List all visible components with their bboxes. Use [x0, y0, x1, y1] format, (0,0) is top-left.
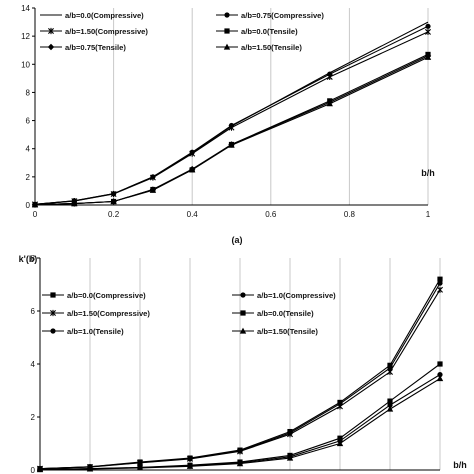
- chart-0-series-2-point-6: [326, 73, 333, 81]
- chart-0-y-tick-label-6: 12: [21, 32, 30, 41]
- chart-1-legend-marker-0: [50, 292, 56, 298]
- chart-0-legend-entry-5: a/b=1.50(Tensile): [241, 43, 302, 52]
- chart-0-y-tick-label-7: 14: [21, 4, 30, 13]
- chart-1-y-tick-label-0: 0: [31, 466, 36, 474]
- chart-0-legend-marker-3: [224, 28, 230, 34]
- chart-0-series-5-point-1: [71, 200, 78, 207]
- chart-0-series-2-line: [34, 31, 429, 205]
- chart-1-series-4-point-7: [387, 402, 393, 408]
- chart-1-y-axis-label: k'(b): [19, 254, 38, 264]
- chart-0-legend-marker-5: [223, 43, 231, 50]
- chart-0-x-tick-label-5: 1: [426, 210, 431, 219]
- chart-1-legend-marker-3: [240, 310, 246, 316]
- chart-0-series-2-point-2: [110, 190, 117, 198]
- chart-0-x-tick-label-2: 0.4: [187, 210, 199, 219]
- chart-0-y-tick-label-3: 6: [26, 117, 31, 126]
- chart-0-series-5-line: [34, 56, 429, 206]
- chart-1-series-5-point-1: [86, 465, 94, 472]
- chart-1-legend-marker-1: [240, 292, 246, 298]
- chart-1-series-5-point-5: [286, 454, 294, 461]
- chart-1-legend-entry-0: a/b=0.0(Compressive): [67, 291, 146, 300]
- chart-a: 0 2 4 6 8 10 12 14 0 0.2 0.4 0.6 0.8 1 b/h a/b=0.0(Comp…: [21, 4, 435, 219]
- chart-1-legend-marker-5: [239, 327, 247, 334]
- chart-1-series-5-point-6: [336, 440, 344, 447]
- chart-1-series-3-point-6: [337, 435, 343, 441]
- chart-0-y-tick-label-5: 10: [21, 60, 30, 69]
- chart-0-series-2-point-7: [425, 28, 431, 36]
- chart-0-x-tick-label-4: 0.8: [344, 210, 356, 219]
- chart-0-legend-entry-0: a/b=0.0(Compressive): [65, 11, 144, 20]
- chart-0-x-axis-label: b/h: [421, 168, 435, 178]
- chart-0-series-5-point-6: [326, 100, 333, 107]
- chart-0-x-tick-label-3: 0.6: [265, 210, 277, 219]
- chart-0-series-5-point-2: [110, 198, 117, 205]
- chart-1-legend-marker-4: [50, 328, 56, 334]
- chart-1-legend-entry-4: a/b=1.0(Tensile): [67, 327, 124, 336]
- chart-0-legend-entry-2: a/b=1.50(Compressive): [65, 27, 148, 36]
- chart-1-series-4-point-8: [437, 372, 443, 378]
- chart-1-series-0-point-8: [437, 276, 443, 282]
- chart-0-legend-marker-2: [48, 27, 54, 35]
- chart-1-legend-entry-5: a/b=1.50(Tensile): [257, 327, 318, 336]
- chart-0-legend-entry-3: a/b=0.0(Tensile): [241, 27, 298, 36]
- chart-0-series-5-point-4: [189, 166, 196, 173]
- chart-0-x-tick-label-0: 0: [33, 210, 38, 219]
- chart-0-legend-marker-4: [47, 43, 55, 51]
- chart-0-series-5-point-5: [228, 141, 235, 148]
- chart-1-series-2-point-7: [387, 368, 393, 376]
- chart-1-series-5-point-0: [36, 466, 44, 473]
- chart-1-series-5-point-7: [386, 405, 394, 412]
- chart-0-y-tick-label-0: 0: [26, 201, 31, 210]
- chart-1-series-3-point-8: [437, 361, 443, 367]
- chart-1-y-tick-label-4: 8: [31, 254, 36, 263]
- chart-0-series-5-point-0: [31, 201, 39, 208]
- chart-1-y-tick-label-2: 4: [31, 360, 36, 369]
- chart-1-series-1-point-8: [437, 280, 443, 286]
- chart-1-series-5-point-8: [436, 375, 444, 382]
- chart-1-series-3-point-7: [387, 398, 393, 404]
- chart-0-series-1-point-7: [425, 23, 431, 29]
- chart-1-legend-entry-2: a/b=1.50(Compressive): [67, 309, 150, 318]
- chart-1-legend-entry-1: a/b=1.0(Compressive): [257, 291, 336, 300]
- chart-0-x-tick-label-1: 0.2: [108, 210, 120, 219]
- chart-0-series-2-point-5: [228, 124, 235, 131]
- chart-1-x-axis-label: b/h: [453, 460, 467, 470]
- chart-0-series-2-point-3: [149, 174, 156, 181]
- chart-0-series-5-point-7: [424, 53, 432, 60]
- chart-0-series-2-point-4: [189, 150, 196, 157]
- chart-0-series-5-point-3: [149, 186, 157, 193]
- chart-a-caption: (a): [232, 235, 243, 245]
- chart-1-series-2-point-3: [187, 455, 193, 462]
- chart-0-legend-entry-1: a/b=0.75(Compressive): [241, 11, 324, 20]
- chart-1-series-2-point-5: [287, 431, 293, 438]
- chart-1-legend-marker-2: [50, 309, 56, 317]
- chart-1-series-2-point-4: [237, 448, 243, 455]
- chart-0-y-tick-label-4: 8: [26, 88, 31, 97]
- chart-0-y-tick-label-2: 4: [26, 145, 31, 154]
- chart-1-series-2-point-8: [437, 286, 443, 293]
- chart-1-legend-entry-3: a/b=0.0(Tensile): [257, 309, 314, 318]
- chart-1-series-5-point-2: [136, 464, 144, 471]
- chart-1-series-2-point-6: [337, 403, 343, 410]
- chart-1-y-tick-label-3: 6: [31, 307, 36, 316]
- chart-1-series-5-point-3: [186, 462, 194, 469]
- chart-0-legend-marker-1: [224, 12, 230, 18]
- chart-1-y-tick-label-1: 2: [31, 413, 36, 422]
- chart-1-series-5-point-4: [236, 460, 244, 467]
- chart-b: 0 2 4 6 8 b/h k'(b) a/b=0.0(Compressive) a/b=1.0…: [19, 254, 467, 474]
- chart-0-y-tick-label-1: 2: [26, 173, 31, 182]
- chart-1-series-0-point-7: [387, 362, 393, 368]
- chart-0-legend-entry-4: a/b=0.75(Tensile): [65, 43, 126, 52]
